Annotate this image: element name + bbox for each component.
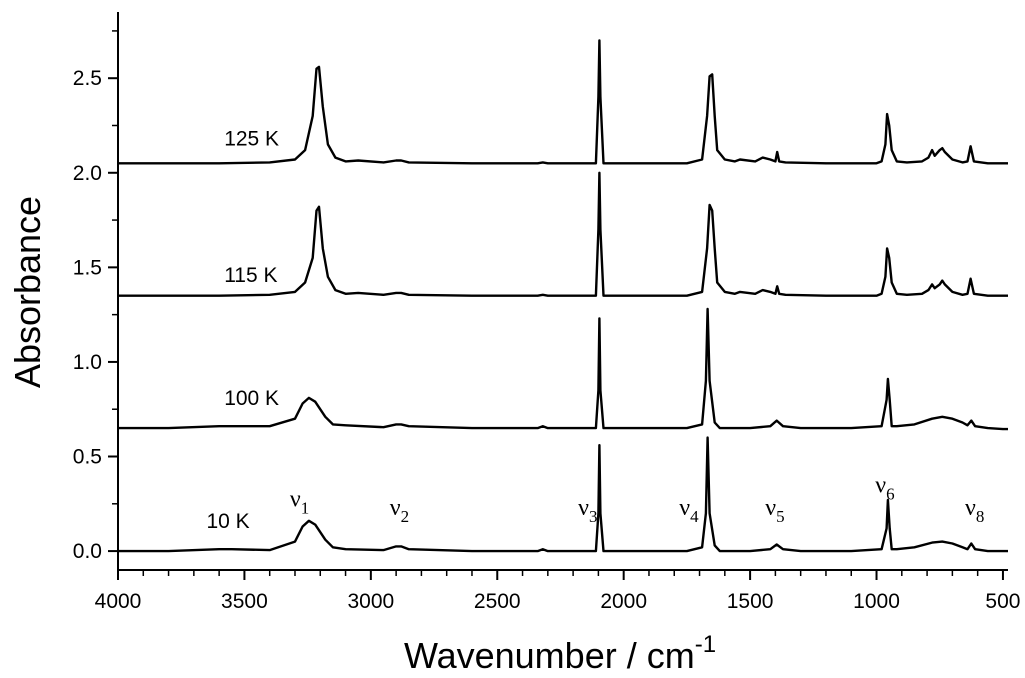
spectrum-line [118, 309, 1008, 429]
series-label: 10 K [206, 510, 249, 533]
peak-label: ν5 [765, 495, 784, 526]
series-label: 125 K [224, 128, 279, 151]
x-axis-title: Wavenumber / cm-1 [404, 631, 716, 676]
x-axis-ticks: 4000 3500 3000 2500 2000 1500 1000 500 [95, 570, 1021, 613]
x-axis-title-superscript: -1 [695, 631, 716, 658]
x-tick-label: 3500 [221, 590, 268, 613]
y-axis-title: Absorbance [7, 196, 48, 388]
peak-label: ν6 [875, 472, 894, 503]
y-tick-label: 0.5 [73, 446, 102, 469]
series-labels: 10 K 100 K 115 K 125 K [206, 128, 279, 533]
x-tick-label: 3000 [347, 590, 394, 613]
y-tick-label: 2.0 [73, 162, 102, 185]
x-tick-label: 2000 [600, 590, 647, 613]
series-label: 100 K [224, 387, 279, 410]
y-tick-label: 2.5 [73, 67, 102, 90]
peak-label: ν4 [679, 495, 699, 526]
peak-label: ν1 [290, 487, 309, 518]
peak-label: ν2 [390, 495, 409, 526]
y-tick-label: 1.0 [73, 351, 102, 374]
x-tick-label: 500 [985, 590, 1020, 613]
x-tick-label: 1500 [727, 590, 774, 613]
y-tick-label: 1.5 [73, 256, 102, 279]
y-axis-ticks: 0.0 0.5 1.0 1.5 2.0 2.5 [73, 31, 118, 563]
x-tick-label: 1000 [853, 590, 900, 613]
x-axis-title-main: Wavenumber / cm [404, 635, 695, 676]
y-tick-label: 0.0 [73, 540, 102, 563]
x-tick-label: 4000 [95, 590, 142, 613]
peak-label: ν8 [965, 495, 984, 526]
x-tick-label: 2500 [474, 590, 521, 613]
peak-label: ν3 [578, 495, 597, 526]
series-label: 115 K [224, 264, 277, 287]
peak-labels: ν1 ν2 ν3 ν4 ν5 ν6 ν8 [290, 472, 984, 526]
